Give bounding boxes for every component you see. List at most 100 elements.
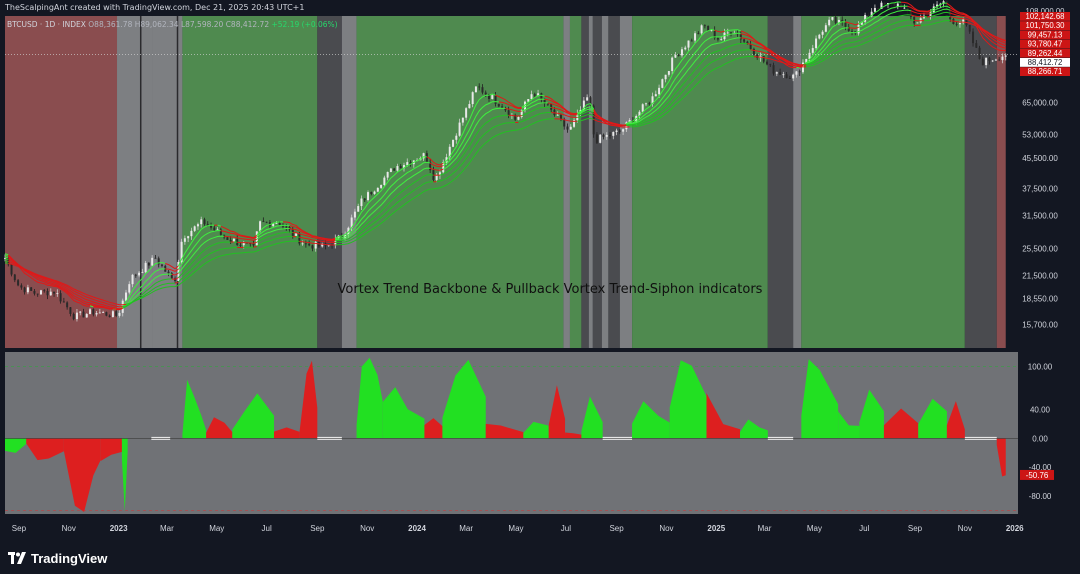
price-candle bbox=[272, 223, 275, 227]
ribbon-line bbox=[930, 2, 947, 11]
price-candle bbox=[435, 175, 438, 180]
ribbon-line bbox=[335, 174, 434, 242]
oscillator-axis-tick-label: -40.00 bbox=[1029, 463, 1052, 472]
ribbon-line bbox=[858, 5, 908, 28]
oscillator-area-bull bbox=[232, 393, 274, 439]
oscillator-area-bull bbox=[442, 359, 486, 439]
price-candle bbox=[190, 230, 193, 237]
time-axis-tick-label: Sep bbox=[310, 524, 325, 533]
ribbon-line bbox=[119, 261, 166, 310]
price-candle bbox=[962, 19, 965, 24]
price-candle bbox=[677, 54, 680, 56]
ribbon-line bbox=[442, 93, 496, 164]
ribbon-line bbox=[551, 106, 578, 116]
price-candle bbox=[203, 219, 206, 225]
price-candle bbox=[422, 153, 425, 159]
price-candle bbox=[929, 12, 932, 17]
price-candle bbox=[556, 114, 559, 116]
ribbon-line bbox=[930, 5, 951, 13]
price-candle bbox=[255, 231, 258, 246]
ribbon-line bbox=[289, 228, 336, 241]
price-candle bbox=[746, 41, 749, 45]
price-candle bbox=[455, 135, 458, 140]
price-candle bbox=[180, 241, 183, 262]
oscillator-area-bear bbox=[548, 385, 566, 439]
time-axis-tick-label: Sep bbox=[908, 524, 923, 533]
brand-name[interactable]: TradingView bbox=[31, 550, 108, 566]
ribbon-line bbox=[335, 118, 555, 246]
price-candle bbox=[916, 22, 919, 24]
price-candle bbox=[43, 290, 46, 292]
ribbon-line bbox=[8, 262, 127, 306]
price-candle bbox=[684, 47, 687, 50]
price-candle bbox=[115, 311, 118, 316]
ribbon-line bbox=[8, 257, 123, 311]
price-candle bbox=[582, 100, 585, 111]
price-candle bbox=[818, 34, 821, 39]
ribbon-line bbox=[295, 236, 300, 238]
time-axis-tick-label: May bbox=[508, 524, 523, 533]
price-candle bbox=[658, 87, 661, 95]
price-candle bbox=[157, 258, 160, 265]
ribbon-line bbox=[577, 110, 594, 116]
price-candle bbox=[154, 257, 157, 259]
price-candle bbox=[46, 290, 49, 296]
price-candle bbox=[762, 55, 765, 62]
price-candle bbox=[586, 97, 589, 101]
price-candle bbox=[396, 166, 399, 171]
symbol-legend[interactable]: BTCUSD · 1D · INDEX O88,361.78 H89,062.3… bbox=[7, 20, 338, 29]
time-axis-tick-label: Mar bbox=[160, 524, 174, 533]
price-candle bbox=[991, 60, 994, 62]
ribbon-line bbox=[256, 235, 293, 247]
ribbon-line bbox=[4, 254, 9, 257]
price-candle bbox=[864, 14, 867, 22]
price-candle bbox=[527, 99, 530, 102]
oscillator-area-bull bbox=[356, 357, 383, 439]
ribbon-line bbox=[750, 49, 807, 66]
price-value-tag: 88,266.71 bbox=[1028, 67, 1063, 76]
ribbon-line bbox=[429, 167, 444, 171]
time-axis-tick-label: Mar bbox=[758, 524, 772, 533]
ribbon-line bbox=[436, 121, 516, 183]
price-candle bbox=[690, 40, 693, 42]
price-candle bbox=[566, 126, 569, 130]
price-candle bbox=[170, 273, 173, 279]
ohlc-low: L87,598.20 bbox=[180, 20, 224, 29]
price-candle bbox=[622, 129, 625, 132]
price-candle bbox=[985, 57, 988, 66]
ribbon-line bbox=[577, 108, 594, 115]
price-candle bbox=[229, 239, 232, 242]
ribbon-line bbox=[845, 21, 859, 26]
ribbon-line bbox=[256, 228, 290, 240]
price-candle bbox=[988, 57, 991, 61]
price-candle bbox=[350, 217, 353, 228]
price-candle bbox=[160, 264, 163, 266]
ribbon-line bbox=[802, 9, 911, 66]
symbol-name[interactable]: BTCUSD · 1D · INDEX bbox=[7, 20, 86, 29]
price-candle bbox=[667, 71, 670, 75]
price-candle bbox=[638, 111, 641, 116]
price-candle bbox=[4, 258, 6, 259]
time-axis-tick-label: 2025 bbox=[707, 524, 725, 533]
oscillator-area-bear bbox=[485, 423, 524, 439]
price-candle bbox=[125, 292, 128, 301]
ribbon-line bbox=[521, 94, 545, 108]
ribbon-line bbox=[848, 26, 859, 29]
price-candle bbox=[936, 4, 939, 7]
tradingview-brand[interactable]: TradingView bbox=[8, 549, 107, 567]
price-candle bbox=[471, 92, 474, 105]
price-candles bbox=[4, 0, 1007, 322]
price-candle bbox=[618, 130, 621, 132]
oscillator-axis-tick-label: 0.00 bbox=[1032, 434, 1048, 443]
price-candle bbox=[448, 146, 451, 158]
ribbon-line bbox=[177, 235, 225, 274]
price-candle bbox=[357, 206, 360, 212]
time-axis-tick-label: Nov bbox=[360, 524, 374, 533]
ribbon-line bbox=[292, 232, 336, 242]
ribbon-line bbox=[505, 107, 522, 112]
price-candle bbox=[491, 95, 494, 99]
price-axis-tick-label: 18,550.00 bbox=[1022, 294, 1058, 303]
price-candle bbox=[334, 238, 337, 246]
price-candle bbox=[425, 153, 428, 162]
